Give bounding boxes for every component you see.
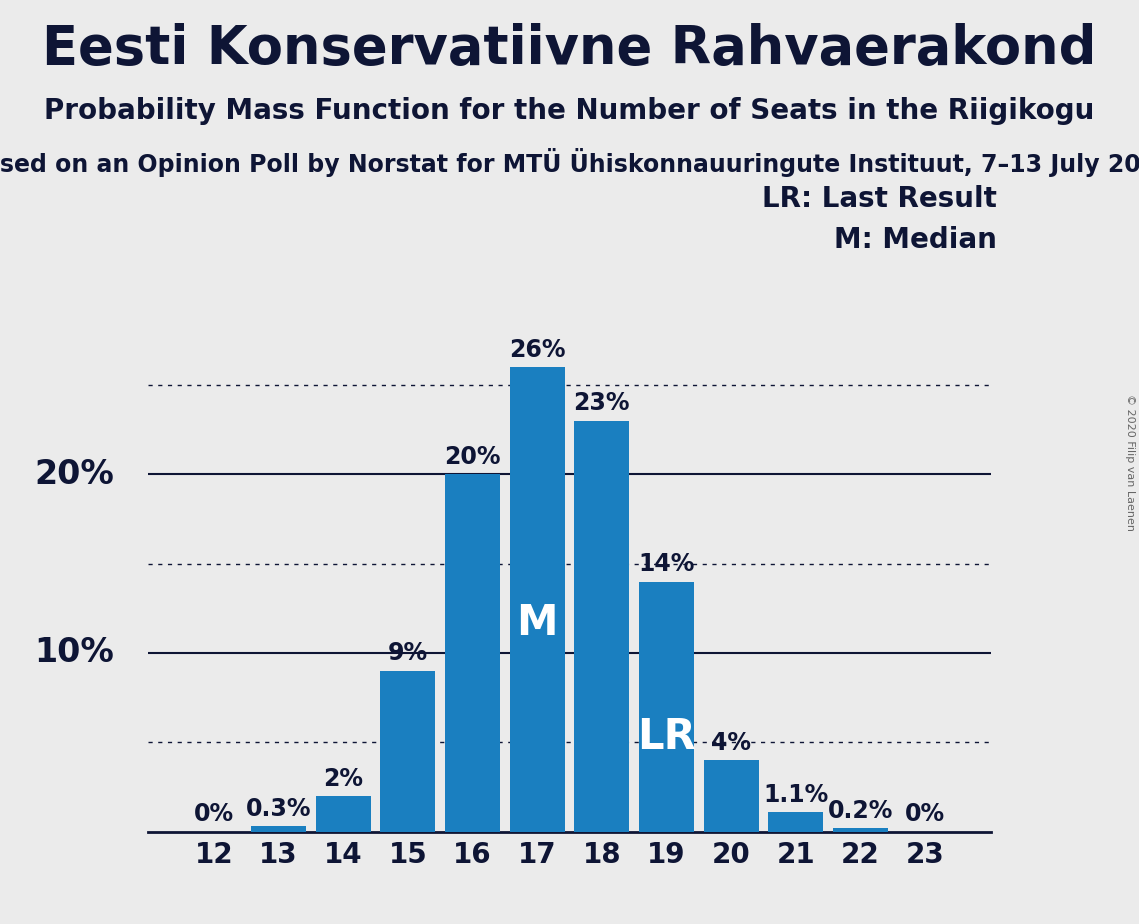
Text: LR: Last Result: LR: Last Result <box>762 185 997 213</box>
Text: Based on an Opinion Poll by Norstat for MTÜ Ühiskonnauuringute Instituut, 7–13 J: Based on an Opinion Poll by Norstat for … <box>0 148 1139 176</box>
Text: 0.2%: 0.2% <box>828 798 893 822</box>
Bar <box>704 760 759 832</box>
Bar <box>574 420 630 832</box>
Text: M: Median: M: Median <box>834 226 997 254</box>
Text: 1.1%: 1.1% <box>763 783 828 807</box>
Bar <box>509 367 565 832</box>
Bar <box>445 474 500 832</box>
Text: LR: LR <box>637 715 696 758</box>
Text: 9%: 9% <box>387 641 428 665</box>
Text: 0%: 0% <box>906 802 945 826</box>
Text: 26%: 26% <box>509 338 565 362</box>
Bar <box>769 812 823 832</box>
Text: Probability Mass Function for the Number of Seats in the Riigikogu: Probability Mass Function for the Number… <box>44 97 1095 125</box>
Text: 2%: 2% <box>323 767 363 791</box>
Text: 23%: 23% <box>574 392 630 416</box>
Text: Eesti Konservatiivne Rahvaerakond: Eesti Konservatiivne Rahvaerakond <box>42 23 1097 75</box>
Bar <box>833 828 888 832</box>
Bar <box>251 826 306 832</box>
Text: © 2020 Filip van Laenen: © 2020 Filip van Laenen <box>1125 394 1134 530</box>
Bar <box>380 671 435 832</box>
Bar <box>316 796 370 832</box>
Text: 0%: 0% <box>194 802 233 826</box>
Text: 4%: 4% <box>711 731 751 755</box>
Text: 10%: 10% <box>34 637 114 670</box>
Text: 20%: 20% <box>444 445 501 469</box>
Text: 14%: 14% <box>638 553 695 577</box>
Text: 0.3%: 0.3% <box>246 796 311 821</box>
Text: 20%: 20% <box>34 457 114 491</box>
Bar <box>639 581 694 832</box>
Text: M: M <box>516 602 558 644</box>
